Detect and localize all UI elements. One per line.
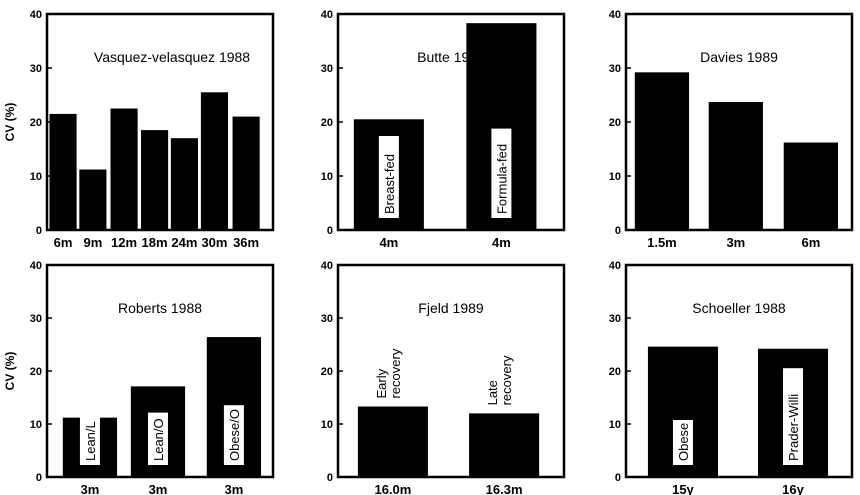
x-tick-label: 9m — [83, 235, 102, 250]
bar-label: Formula-fed — [494, 144, 509, 214]
y-tick-label: 20 — [30, 366, 42, 378]
bar — [49, 113, 77, 230]
bar-label-box — [147, 412, 168, 465]
bar — [469, 413, 540, 477]
y-tick-label: 10 — [321, 171, 333, 183]
bar-label: Obese — [676, 423, 691, 461]
bar-label-box — [491, 128, 512, 218]
bar-label: Breast-fed — [382, 154, 397, 214]
x-tick-label: 16y — [782, 482, 804, 495]
bar — [141, 130, 169, 230]
panel-title: Schoeller 1988 — [692, 300, 786, 316]
x-tick-label: 4m — [379, 235, 398, 250]
x-tick-label: 16.3m — [486, 482, 523, 495]
panel-6: 0 10 20 30 40 Schoeller 1988 15y Obese 16y Prader… — [609, 260, 854, 495]
y-tick-label: 10 — [30, 171, 42, 183]
y-axis-label: CV (%) — [3, 352, 17, 391]
y-tick-label: 40 — [30, 260, 42, 272]
bar — [110, 108, 138, 230]
y-axis-label: CV (%) — [3, 103, 17, 142]
bar-label: recovery — [388, 348, 403, 398]
bar — [357, 406, 428, 477]
x-tick-label: 3m — [81, 482, 100, 495]
bar — [634, 72, 690, 230]
x-tick-label: 3m — [225, 482, 244, 495]
y-tick-label: 20 — [321, 117, 333, 129]
y-tick-label: 30 — [609, 63, 621, 75]
panel-1: 0 10 20 30 40 CV (%) Vasquez-velasquez 1988 6m 9… — [3, 9, 275, 250]
y-tick-label: 30 — [30, 63, 42, 75]
bar — [783, 142, 838, 230]
y-tick-label: 0 — [615, 472, 621, 484]
x-tick-label: 1.5m — [647, 235, 677, 250]
x-tick-label: 24m — [171, 235, 197, 250]
y-tick-label: 0 — [327, 225, 333, 237]
x-tick-label: 6m — [54, 235, 73, 250]
x-tick-label: 3m — [149, 482, 168, 495]
x-tick-label: 16.0m — [374, 482, 411, 495]
y-tick-label: 10 — [609, 419, 621, 431]
y-tick-label: 30 — [609, 313, 621, 325]
x-tick-label: 36m — [233, 235, 259, 250]
bar — [200, 92, 229, 230]
x-tick-label: 12m — [111, 235, 137, 250]
panel-title: Roberts 1988 — [118, 300, 202, 316]
y-tick-label: 20 — [609, 366, 621, 378]
bar — [170, 138, 198, 230]
bar — [79, 169, 107, 230]
y-tick-label: 30 — [30, 313, 42, 325]
panel-title: Davies 1989 — [700, 49, 778, 65]
y-tick-label: 20 — [609, 117, 621, 129]
y-tick-label: 20 — [30, 117, 42, 129]
y-tick-label: 40 — [321, 9, 333, 21]
x-tick-label: 30m — [201, 235, 227, 250]
y-tick-label: 0 — [36, 225, 42, 237]
x-tick-label: 6m — [801, 235, 820, 250]
panel-3: 0 10 20 30 40 Davies 1989 1.5m 3m 6m — [609, 9, 854, 250]
bar-label-box — [79, 412, 100, 465]
y-tick-label: 10 — [30, 419, 42, 431]
y-tick-label: 40 — [30, 9, 42, 21]
y-tick-label: 30 — [321, 63, 333, 75]
bar-label-box — [223, 405, 244, 465]
bar-label: recovery — [499, 355, 514, 405]
bar-label-box — [672, 420, 693, 465]
y-tick-label: 40 — [321, 260, 333, 272]
bar-label: Early — [374, 368, 389, 398]
bar-label: Lean/L — [83, 421, 98, 461]
x-tick-label: 18m — [142, 235, 168, 250]
bar-label-box — [378, 136, 399, 218]
y-tick-label: 30 — [321, 313, 333, 325]
x-tick-label: 15y — [672, 482, 694, 495]
y-tick-label: 40 — [609, 9, 621, 21]
bar-label: Late — [485, 380, 500, 405]
bar — [708, 102, 763, 230]
x-tick-label: 4m — [492, 235, 511, 250]
bar-label: Prader-Willi — [786, 394, 801, 461]
bar — [232, 116, 260, 230]
x-tick-label: 3m — [726, 235, 745, 250]
panel-4: 0 10 20 30 40 CV (%) Roberts 1988 3m Lean/L 3m Lea… — [3, 260, 275, 495]
bar-label: Lean/O — [151, 418, 166, 461]
y-tick-label: 0 — [327, 472, 333, 484]
y-tick-label: 0 — [615, 225, 621, 237]
y-tick-label: 10 — [321, 419, 333, 431]
y-tick-label: 40 — [609, 260, 621, 272]
y-tick-label: 10 — [609, 171, 621, 183]
y-tick-label: 20 — [321, 366, 333, 378]
panel-title: Vasquez-velasquez 1988 — [94, 49, 250, 65]
panel-title: Fjeld 1989 — [418, 300, 484, 316]
bar-label: Obese/O — [227, 409, 242, 461]
y-tick-label: 0 — [36, 472, 42, 484]
bar-label-box — [783, 368, 804, 465]
